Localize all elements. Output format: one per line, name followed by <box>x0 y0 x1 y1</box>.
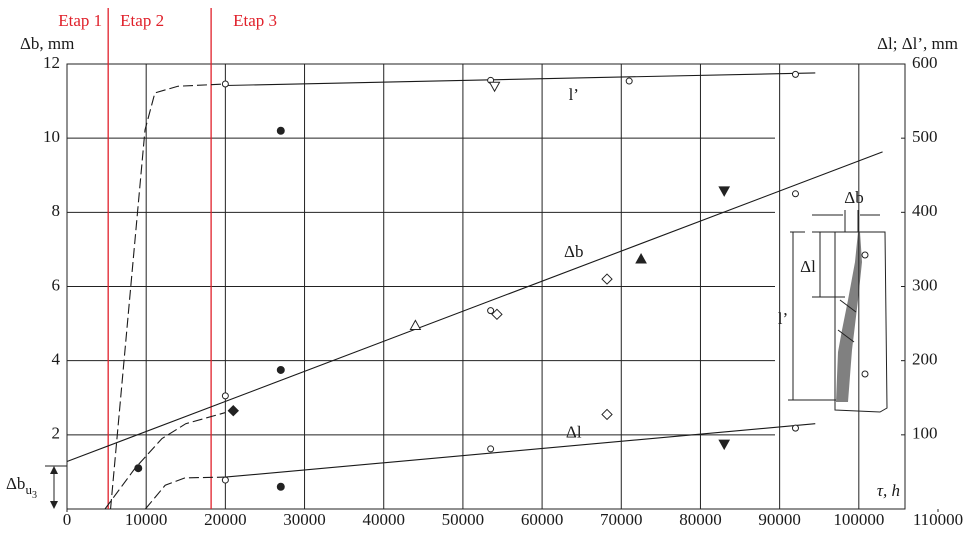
marker <box>602 409 612 419</box>
marker <box>228 406 238 416</box>
inset-circle <box>862 252 868 258</box>
y-tick-label: 2 <box>52 424 61 443</box>
x-tick-label: 10000 <box>125 510 168 529</box>
y2-tick-label: 200 <box>912 350 938 369</box>
annotation-base: Δb <box>6 474 25 493</box>
marker <box>719 440 729 449</box>
x-tick-label: 50000 <box>442 510 485 529</box>
early-curve <box>111 84 226 509</box>
marker <box>277 483 284 490</box>
data-point <box>792 425 798 431</box>
stage-label: Etap 1 <box>58 11 102 30</box>
series-label: Δl <box>566 422 582 441</box>
inset-label: Δb <box>844 188 863 207</box>
y2-tick-label: 300 <box>912 275 938 294</box>
marker <box>490 82 500 91</box>
inset-sketch: Δb Δl l’ <box>778 188 887 412</box>
y2-tick-label: 400 <box>912 201 938 220</box>
x-tick-label: 100000 <box>833 510 884 529</box>
stage-label: Etap 3 <box>233 11 277 30</box>
series-label: Δb <box>564 242 583 261</box>
x-tick-label: 90000 <box>758 510 801 529</box>
data-point <box>792 71 798 77</box>
y-tick-label: 12 <box>43 53 60 72</box>
y2-tick-label: 100 <box>912 424 938 443</box>
x-axis-label: τ, h <box>877 481 900 500</box>
chart: Δb, mm Δl; Δl’, mm τ, h Δbu3 Δb Δl l’ 0 1… <box>0 0 964 533</box>
data-point <box>222 477 228 483</box>
y2-axis-label: Δl; Δl’, mm <box>877 34 958 53</box>
y2-tick-label: 500 <box>912 127 938 146</box>
annotation-subsub: 3 <box>32 490 37 501</box>
marker <box>719 187 729 196</box>
data-point <box>222 393 228 399</box>
annotation-text: Δbu3 <box>6 474 37 501</box>
y-tick-label: 8 <box>52 201 61 220</box>
marker <box>636 254 646 263</box>
data-point <box>792 191 798 197</box>
data-point <box>626 78 632 84</box>
y-axis-label: Δb, mm <box>20 34 74 53</box>
y-tick-label: 6 <box>52 275 61 294</box>
x-tick-label: 80000 <box>679 510 722 529</box>
marker <box>277 127 284 134</box>
data-point <box>488 308 494 314</box>
early-curve <box>145 477 225 509</box>
x-tick-label: 0 <box>63 510 72 529</box>
marker <box>602 274 612 284</box>
series-label: l’ <box>569 85 579 104</box>
x-tick-label: 60000 <box>521 510 564 529</box>
x-tick-label: 20000 <box>204 510 247 529</box>
fit-line <box>225 73 815 86</box>
stage-label: Etap 2 <box>120 11 164 30</box>
data-point <box>222 81 228 87</box>
x-tick-label: 30000 <box>283 510 326 529</box>
x-tick-label: 110000 <box>913 510 963 529</box>
annotation: Δbu3 <box>6 466 67 509</box>
inset-circle <box>862 371 868 377</box>
y2-tick-label: 600 <box>912 53 938 72</box>
data-point <box>488 446 494 452</box>
early-curve <box>105 413 225 509</box>
marker <box>135 465 142 472</box>
y-tick-label: 4 <box>52 350 61 369</box>
fit-line <box>67 152 883 462</box>
marker <box>410 320 420 329</box>
y-tick-label: 10 <box>43 127 60 146</box>
marker <box>277 366 284 373</box>
fit-line <box>225 424 815 477</box>
inset-label: Δl <box>800 257 816 276</box>
x-tick-label: 40000 <box>362 510 405 529</box>
x-tick-label: 70000 <box>600 510 643 529</box>
